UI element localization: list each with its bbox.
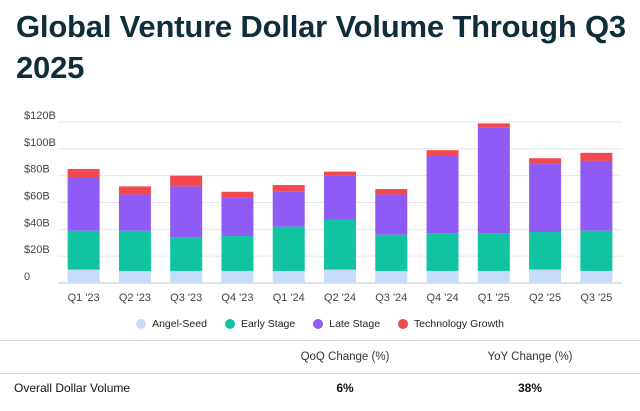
x-tick-label: Q4 '24 [427, 292, 459, 304]
yoy-value: 38% [517, 381, 543, 395]
legend-swatch-late-stage [313, 319, 324, 329]
row-label: Overall Dollar Volume [14, 381, 131, 395]
bar-segment-early-stage [580, 230, 613, 271]
bar-segment-late-stage [426, 155, 459, 234]
bar-segment-early-stage [67, 230, 100, 270]
legend-swatch-early-stage [224, 319, 235, 329]
summary-table: QoQ Change (%) YoY Change (%) Overall Do… [0, 340, 640, 407]
y-tick-label: $80B [24, 164, 50, 176]
bar-segment-angel-seed [324, 269, 356, 283]
y-tick-label: $20B [24, 244, 50, 256]
bar-segment-late-stage [324, 175, 356, 220]
x-tick-label: Q3 '23 [170, 292, 202, 304]
bar-segment-late-stage [170, 186, 203, 238]
y-tick-label: $40B [24, 217, 50, 229]
bar-segment-early-stage [477, 233, 510, 271]
bar-segment-technology-growth [477, 123, 510, 128]
bar-segment-technology-growth [375, 189, 408, 195]
bar-segment-early-stage [375, 234, 408, 271]
x-tick-label: Q2 '25 [529, 292, 561, 304]
bar-segment-late-stage [67, 177, 100, 231]
bar-segment-technology-growth [272, 185, 305, 192]
x-tick-label: Q3 '25 [580, 292, 612, 304]
bar-segment-technology-growth [170, 175, 203, 187]
y-tick-label: 0 [24, 271, 30, 283]
legend-item-angel-seed: Angel-Seed [136, 318, 207, 330]
x-tick-label: Q1 '23 [68, 292, 100, 304]
x-tick-label: Q3 '24 [375, 292, 407, 304]
legend-item-technology-growth: Technology Growth [398, 318, 504, 330]
bar-segment-technology-growth [580, 152, 613, 161]
qoq-value: 6% [336, 381, 354, 395]
bar-segment-early-stage [324, 219, 356, 270]
qoq-header: QoQ Change (%) [300, 351, 390, 363]
x-tick-label: Q2 '23 [119, 292, 151, 304]
bar-segment-angel-seed [118, 270, 151, 283]
legend-item-early-stage: Early Stage [224, 318, 296, 330]
bar-segment-early-stage [272, 226, 305, 271]
bar-segment-technology-growth [118, 186, 151, 195]
x-tick-label: Q1 '24 [273, 292, 305, 304]
chart-title: Global Venture Dollar Volume Through Q3 … [16, 9, 626, 85]
bar-segment-late-stage [272, 191, 305, 227]
bar-segment-technology-growth [529, 158, 562, 164]
bar-segment-technology-growth [426, 150, 459, 156]
bar-segment-early-stage [118, 230, 151, 271]
bar-segment-late-stage [477, 127, 510, 234]
bar-segment-angel-seed [375, 270, 408, 283]
bar-segment-technology-growth [221, 191, 254, 198]
table-row: Overall Dollar Volume 6% 38% [0, 373, 640, 400]
bar-segment-technology-growth [324, 171, 356, 176]
bar-segment-early-stage [170, 237, 203, 271]
bar-segment-angel-seed [529, 269, 562, 283]
y-tick-label: $100B [24, 137, 56, 149]
bar-segment-early-stage [221, 236, 254, 271]
bar-segment-angel-seed [580, 270, 613, 283]
bar-segment-angel-seed [221, 270, 254, 283]
x-tick-label: Q1 '25 [478, 292, 510, 304]
bar-segment-angel-seed [426, 270, 459, 283]
stacked-bar-chart: 0 $20B $40B $60B $80B $100B $120B Q1 '23 Q2 '23 Q… [24, 110, 622, 304]
chart-legend: Angel-Seed Early Stage Late Stage Techno… [0, 318, 640, 330]
bar-segment-early-stage [529, 232, 562, 270]
legend-swatch-technology-growth [398, 319, 409, 329]
legend-label-early-stage: Early Stage [240, 318, 296, 330]
x-tick-label: Q4 '23 [221, 292, 253, 304]
bar-segment-late-stage [221, 197, 254, 237]
bar-segment-angel-seed [170, 270, 203, 283]
bar-segment-angel-seed [477, 270, 510, 283]
legend-swatch-angel-seed [136, 319, 147, 329]
bar-segment-late-stage [118, 194, 151, 231]
bar-segment-early-stage [426, 233, 459, 271]
bar-segment-technology-growth [67, 168, 100, 178]
bar-segment-late-stage [529, 163, 562, 233]
bar-segment-angel-seed [272, 270, 305, 283]
legend-label-late-stage: Late Stage [329, 318, 381, 330]
x-tick-label: Q2 '24 [324, 292, 356, 304]
y-tick-label: $120B [24, 110, 56, 122]
bar-segment-angel-seed [67, 269, 100, 283]
bar-segment-late-stage [580, 160, 613, 231]
legend-item-late-stage: Late Stage [313, 318, 380, 330]
legend-label-technology-growth: Technology Growth [414, 318, 504, 330]
y-tick-label: $60B [24, 191, 50, 203]
yoy-header: YoY Change (%) [487, 351, 573, 363]
bar-segment-late-stage [375, 194, 408, 235]
legend-label-angel-seed: Angel-Seed [152, 318, 207, 330]
